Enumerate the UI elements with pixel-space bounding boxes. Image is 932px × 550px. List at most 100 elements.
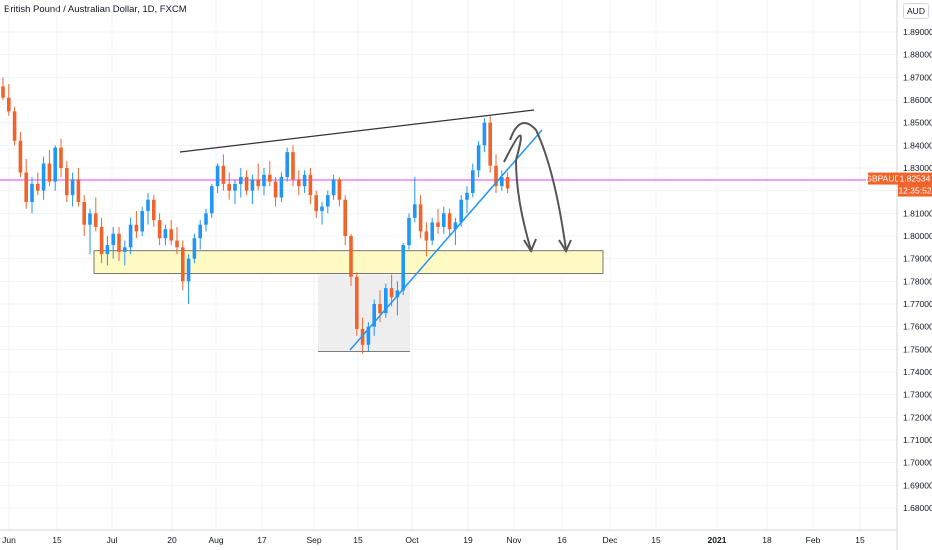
candle-body (47, 163, 52, 182)
candle-body (152, 199, 156, 221)
candle-body (372, 304, 376, 327)
candle-body (395, 290, 400, 298)
candle-body (221, 165, 226, 184)
candle-body (239, 177, 243, 184)
candle-body (326, 195, 330, 207)
candle-body (128, 224, 133, 248)
candle-body (65, 168, 69, 196)
time-label: Dec (602, 535, 618, 545)
candle-body (424, 231, 429, 241)
time-label: 20 (167, 535, 177, 545)
candle-body (488, 122, 492, 166)
candle-body (314, 195, 318, 212)
candle-body (505, 177, 510, 189)
price-label: 1.71000 (903, 435, 932, 445)
candle-body (355, 276, 359, 329)
candle-body (430, 222, 434, 241)
candle-body (41, 163, 46, 191)
time-label: 15 (651, 535, 661, 545)
candle-body (94, 213, 98, 227)
price-label: 1.84000 (903, 140, 932, 150)
candle-body (436, 222, 440, 227)
candle-body (181, 247, 185, 282)
chart-drawings (179, 109, 572, 351)
candle-body (82, 202, 86, 225)
candle-body (453, 222, 458, 230)
price-label: 1.70000 (903, 458, 932, 468)
candle-body (169, 229, 173, 241)
time-label: Aug (208, 535, 223, 545)
candle-body (12, 111, 17, 141)
candle-body (123, 247, 127, 252)
candle-body (482, 122, 487, 146)
price-label: 1.78000 (903, 276, 932, 286)
candle-body (308, 174, 313, 196)
candle-body (70, 179, 75, 196)
candle-body (99, 226, 104, 255)
candle-body (291, 152, 295, 180)
candle-body (389, 288, 394, 298)
candle-body (175, 240, 179, 248)
candle-body (459, 199, 463, 223)
candle-body (30, 183, 34, 202)
candle-body (227, 183, 231, 191)
candle-body (76, 179, 81, 202)
candle-body (210, 186, 214, 214)
chart-title: British Pound / Australian Dollar, 1D, F… (4, 4, 187, 15)
candle-body (24, 172, 28, 202)
price-label: 1.72000 (903, 412, 932, 422)
candle-body (273, 181, 278, 198)
candle-body (285, 152, 289, 178)
candle-body (343, 199, 347, 236)
candle-body (250, 179, 255, 191)
candle-body (360, 328, 365, 345)
time-label: 15 (353, 535, 363, 545)
candle-body (476, 145, 481, 171)
candle-body (105, 245, 110, 255)
candle-body (18, 140, 23, 173)
candle-body (146, 199, 150, 212)
candle-body (500, 177, 504, 187)
projection-arrow-2 (509, 121, 567, 251)
time-label: Sep (306, 535, 321, 545)
time-label: 19 (463, 535, 473, 545)
price-label: 1.83000 (903, 163, 932, 173)
candle-body (204, 213, 208, 225)
price-label: 1.85000 (903, 118, 932, 128)
time-label: Nov (506, 535, 522, 545)
candle-body (36, 183, 40, 191)
support-trendline (349, 129, 543, 351)
price-label: 1.69000 (903, 480, 932, 490)
chart-zones (0, 179, 897, 353)
time-label: 17 (257, 535, 267, 545)
candle-body (59, 147, 63, 168)
resistance-trendline (179, 109, 535, 153)
candle-body (256, 179, 260, 187)
time-axis: Jun 15 Jul 20 Aug 17 Sep 15 Oct 19 Nov 16 Dec 15 2021 1… (0, 529, 897, 545)
candle-body (244, 177, 249, 191)
price-label: 1.75000 (903, 344, 932, 354)
price-label: 1.81000 (903, 208, 932, 218)
candle-body (117, 233, 121, 252)
candle-body (465, 192, 469, 200)
time-label: 2021 (708, 535, 727, 545)
candle-body (447, 213, 452, 230)
candle-body (297, 179, 301, 187)
candle-body (262, 174, 266, 187)
candle-body (157, 220, 162, 239)
candle-body (233, 183, 237, 191)
price-axis: 1.89000 1.88000 1.87000 1.86000 1.85000 1.840… (896, 0, 932, 550)
countdown-label: 12:35:52 (898, 186, 931, 196)
candle-body (53, 147, 57, 182)
candle-body (1, 86, 5, 98)
time-label: Oct (405, 535, 419, 545)
price-tag-label: 1.82534 (900, 174, 931, 184)
projection-arrow-1 (503, 134, 532, 251)
price-label: 1.87000 (903, 72, 932, 82)
time-label: 15 (855, 535, 865, 545)
currency-badge[interactable]: AUD (903, 3, 929, 19)
candle-body (407, 217, 411, 246)
candle-body (384, 288, 388, 314)
